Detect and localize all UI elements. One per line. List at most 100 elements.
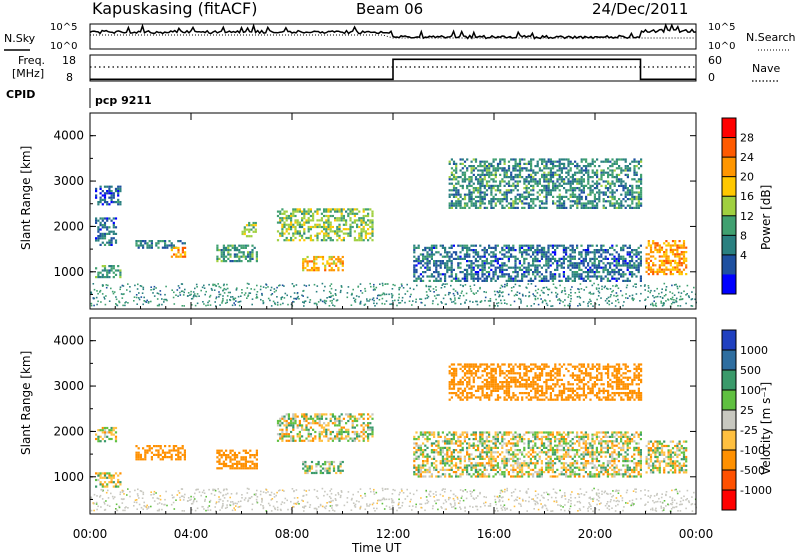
heatmap-cell — [487, 300, 490, 302]
heatmap-cell — [512, 182, 515, 185]
heatmap-cell — [626, 176, 629, 179]
heatmap-cell — [114, 201, 118, 204]
heatmap-cell — [552, 189, 555, 192]
heatmap-cell — [331, 302, 333, 304]
heatmap-cell — [433, 271, 436, 274]
heatmap-cell — [317, 266, 320, 270]
heatmap-cell — [110, 267, 113, 270]
heatmap-cell — [216, 449, 219, 452]
heatmap-cell — [496, 277, 499, 280]
heatmap-cell — [294, 415, 297, 418]
heatmap-cell — [296, 426, 299, 429]
noise-panel-frame — [89, 23, 697, 50]
heatmap-cell — [340, 230, 343, 233]
heatmap-cell — [490, 173, 493, 176]
heatmap-cell — [514, 277, 517, 280]
heatmap-cell — [578, 264, 581, 267]
heatmap-cell — [587, 302, 589, 305]
heatmap-cell — [571, 279, 574, 282]
heatmap-cell — [305, 426, 308, 429]
heatmap-cell — [369, 282, 371, 285]
heatmap-cell — [351, 426, 354, 429]
heatmap-cell — [459, 475, 462, 478]
heatmap-cell — [459, 444, 462, 447]
heatmap-cell — [494, 268, 497, 271]
heatmap-cell — [503, 169, 506, 172]
heatmap-cell — [582, 301, 585, 303]
heatmap-cell — [660, 270, 664, 273]
heatmap-cell — [560, 178, 563, 181]
heatmap-cell — [159, 293, 162, 296]
heatmap-cell — [294, 225, 297, 229]
heatmap-cell — [510, 246, 513, 249]
heatmap-cell — [101, 485, 104, 488]
heatmap-cell — [417, 468, 420, 471]
heatmap-cell — [549, 260, 552, 263]
heatmap-cell — [492, 180, 495, 183]
heatmap-cell — [541, 200, 544, 203]
heatmap-cell — [613, 255, 616, 258]
heatmap-cell — [409, 295, 411, 298]
heatmap-cell — [501, 273, 504, 276]
heatmap-cell — [220, 260, 223, 263]
heatmap-cell — [494, 171, 497, 174]
heatmap-cell — [281, 422, 284, 425]
heatmap-cell — [637, 204, 640, 207]
heatmap-cell — [479, 200, 482, 203]
heatmap-cell — [366, 300, 368, 302]
heatmap-cell — [547, 260, 550, 263]
heatmap-cell — [613, 160, 616, 163]
heatmap-cell — [589, 268, 592, 271]
heatmap-cell — [303, 217, 306, 220]
heatmap-cell — [435, 277, 438, 280]
heatmap-cell — [439, 435, 442, 438]
heatmap-cell — [372, 289, 375, 291]
heatmap-cell — [563, 180, 566, 183]
heatmap-cell — [485, 277, 488, 280]
heatmap-cell — [298, 433, 301, 436]
heatmap-cell — [243, 232, 246, 236]
heatmap-cell — [347, 232, 350, 235]
heatmap-cell — [488, 162, 491, 165]
heatmap-cell — [602, 244, 605, 247]
heatmap-cell — [534, 173, 537, 176]
heatmap-cell — [287, 239, 290, 242]
heatmap-cell — [602, 257, 605, 260]
heatmap-cell — [545, 200, 548, 203]
heatmap-cell — [580, 244, 583, 247]
heatmap-cell — [593, 260, 596, 263]
heatmap-cell — [503, 262, 506, 265]
heatmap-cell — [530, 176, 533, 179]
heatmap-cell — [558, 178, 561, 181]
heatmap-cell — [604, 275, 607, 278]
heatmap-cell — [573, 249, 576, 252]
heatmap-cell — [525, 251, 528, 254]
heatmap-cell — [558, 204, 561, 207]
heatmap-cell — [676, 285, 679, 288]
heatmap-cell — [117, 190, 120, 193]
heatmap-cell — [225, 462, 228, 465]
heatmap-cell — [675, 297, 678, 300]
heatmap-cell — [317, 301, 320, 303]
heatmap-cell — [523, 178, 526, 181]
heatmap-cell — [353, 212, 356, 215]
heatmap-cell — [490, 268, 493, 271]
heatmap-cell — [536, 260, 539, 263]
heatmap-cell — [250, 228, 253, 231]
heatmap-cell — [324, 266, 327, 270]
heatmap-cell — [617, 257, 620, 260]
heatmap-cell — [468, 273, 471, 276]
heatmap-cell — [604, 255, 607, 258]
heatmap-cell — [429, 285, 431, 288]
heatmap-cell — [640, 198, 643, 201]
heatmap-cell — [229, 456, 232, 459]
heatmap-cell — [628, 251, 631, 254]
heatmap-cell — [328, 305, 331, 307]
heatmap-cell — [332, 262, 336, 265]
heatmap-cell — [142, 458, 145, 461]
heatmap-cell — [679, 295, 682, 298]
heatmap-cell — [558, 158, 561, 161]
heatmap-cell — [671, 284, 673, 287]
heatmap-cell — [150, 242, 153, 245]
heatmap-cell — [640, 178, 643, 181]
